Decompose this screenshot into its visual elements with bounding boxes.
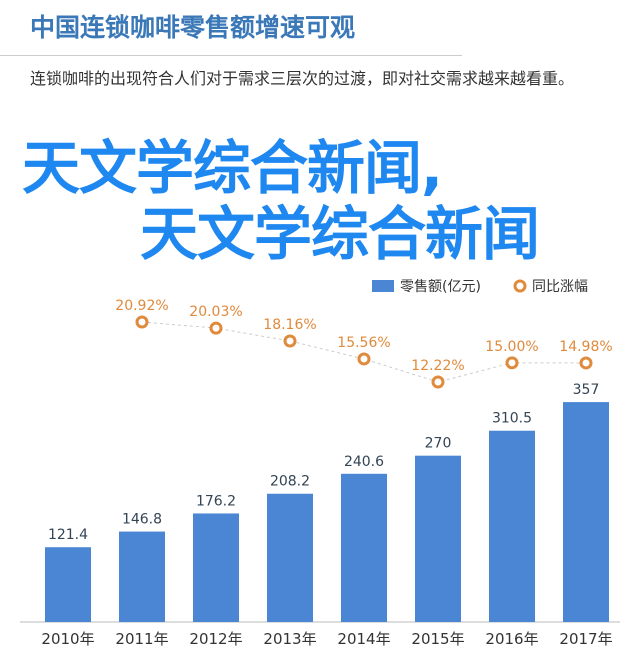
x-tick-label: 2010年 bbox=[41, 630, 94, 648]
growth-point bbox=[135, 315, 149, 329]
growth-label: 12.22% bbox=[411, 358, 464, 374]
legend-line-swatch bbox=[513, 279, 527, 293]
bar-value-label: 176.2 bbox=[196, 493, 236, 509]
bar-value-label: 146.8 bbox=[122, 512, 162, 528]
growth-point bbox=[579, 356, 593, 370]
x-tick-label: 2013年 bbox=[263, 630, 316, 648]
bar-value-label: 121.4 bbox=[48, 527, 88, 543]
chart-title: 中国连锁咖啡零售额增速可观 bbox=[30, 13, 356, 42]
bar bbox=[563, 402, 609, 622]
bar-value-label: 208.2 bbox=[270, 474, 310, 490]
bar-value-label: 270 bbox=[425, 436, 452, 452]
x-tick-label: 2011年 bbox=[115, 630, 168, 648]
growth-point bbox=[357, 352, 371, 366]
bar bbox=[415, 455, 461, 622]
bar bbox=[267, 493, 313, 622]
bar bbox=[341, 473, 387, 622]
bar bbox=[119, 531, 165, 622]
bar-value-label: 240.6 bbox=[344, 454, 384, 470]
x-tick-label: 2017年 bbox=[559, 630, 612, 648]
chart-subtitle: 连锁咖啡的出现符合人们对于需求三层次的过渡，即对社交需求越来越看重。 bbox=[30, 69, 575, 88]
bar-value-label: 357 bbox=[573, 382, 600, 398]
legend-line-label: 同比涨幅 bbox=[532, 279, 588, 295]
growth-label: 20.03% bbox=[189, 304, 242, 320]
legend-bar-label: 零售额(亿元) bbox=[400, 279, 481, 295]
overlay-text-2: 天文学综合新闻 bbox=[140, 200, 540, 268]
overlay-text-1: 天文学综合新闻, bbox=[22, 134, 443, 202]
legend-bar-swatch bbox=[372, 280, 394, 292]
x-tick-label: 2016年 bbox=[485, 630, 538, 648]
bar bbox=[489, 430, 535, 622]
x-tick-label: 2012年 bbox=[189, 630, 242, 648]
bar-value-label: 310.5 bbox=[492, 411, 532, 427]
growth-label: 20.92% bbox=[115, 298, 168, 314]
growth-label: 15.56% bbox=[337, 335, 390, 351]
growth-label: 18.16% bbox=[263, 317, 316, 333]
x-tick-label: 2014年 bbox=[337, 630, 390, 648]
growth-point bbox=[431, 375, 445, 389]
growth-label: 14.98% bbox=[559, 339, 612, 355]
growth-label: 15.00% bbox=[485, 339, 538, 355]
growth-point bbox=[505, 356, 519, 370]
x-tick-label: 2015年 bbox=[411, 630, 464, 648]
growth-point bbox=[283, 334, 297, 348]
divider bbox=[0, 55, 462, 56]
growth-point bbox=[209, 321, 223, 335]
bar bbox=[45, 547, 91, 622]
bar bbox=[193, 513, 239, 622]
